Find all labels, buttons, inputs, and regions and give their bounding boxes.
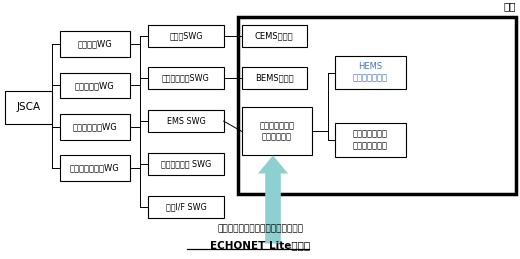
Bar xyxy=(148,25,224,47)
Bar xyxy=(60,114,130,140)
Text: CEMSチーム: CEMSチーム xyxy=(255,31,294,40)
Text: 蓄電池SWG: 蓄電池SWG xyxy=(169,31,203,40)
Text: 新設: 新設 xyxy=(504,2,516,12)
Text: ロードマップWG: ロードマップWG xyxy=(72,123,118,131)
Bar xyxy=(60,155,130,181)
Bar xyxy=(242,67,307,89)
Bar xyxy=(148,196,224,218)
Text: JSCA: JSCA xyxy=(17,103,41,112)
Text: 国際標準化WG: 国際標準化WG xyxy=(75,81,115,90)
Text: スマートハウスWG: スマートハウスWG xyxy=(70,164,120,173)
Text: スマートハウス
標準化検討会: スマートハウス 標準化検討会 xyxy=(259,121,294,141)
Bar xyxy=(148,67,224,89)
Bar xyxy=(242,107,312,155)
Text: EMS SWG: EMS SWG xyxy=(166,117,205,126)
Text: スマートメータ
タスクフォース: スマートメータ タスクフォース xyxy=(353,130,388,150)
Bar xyxy=(5,91,52,124)
Text: 通信I/F SWG: 通信I/F SWG xyxy=(165,202,206,211)
Bar xyxy=(335,56,406,89)
Bar xyxy=(148,110,224,132)
Text: BEMSチーム: BEMSチーム xyxy=(255,74,294,83)
Text: 送配電網管理SWG: 送配電網管理SWG xyxy=(162,74,210,83)
Bar xyxy=(242,25,307,47)
Bar xyxy=(148,153,224,175)
Text: HEMS
タスクフォース: HEMS タスクフォース xyxy=(353,62,388,83)
Bar xyxy=(238,17,516,194)
Text: ECHONET Liteを推奏: ECHONET Liteを推奏 xyxy=(210,240,310,250)
Bar xyxy=(60,73,130,98)
Text: 公知な標準インタフェースとして、: 公知な標準インタフェースとして、 xyxy=(217,225,303,234)
Text: 国際戦略WG: 国際戦略WG xyxy=(77,40,112,48)
Bar xyxy=(335,123,406,157)
Bar xyxy=(60,31,130,57)
Polygon shape xyxy=(258,155,288,243)
Text: 次世代自動車 SWG: 次世代自動車 SWG xyxy=(161,159,211,168)
